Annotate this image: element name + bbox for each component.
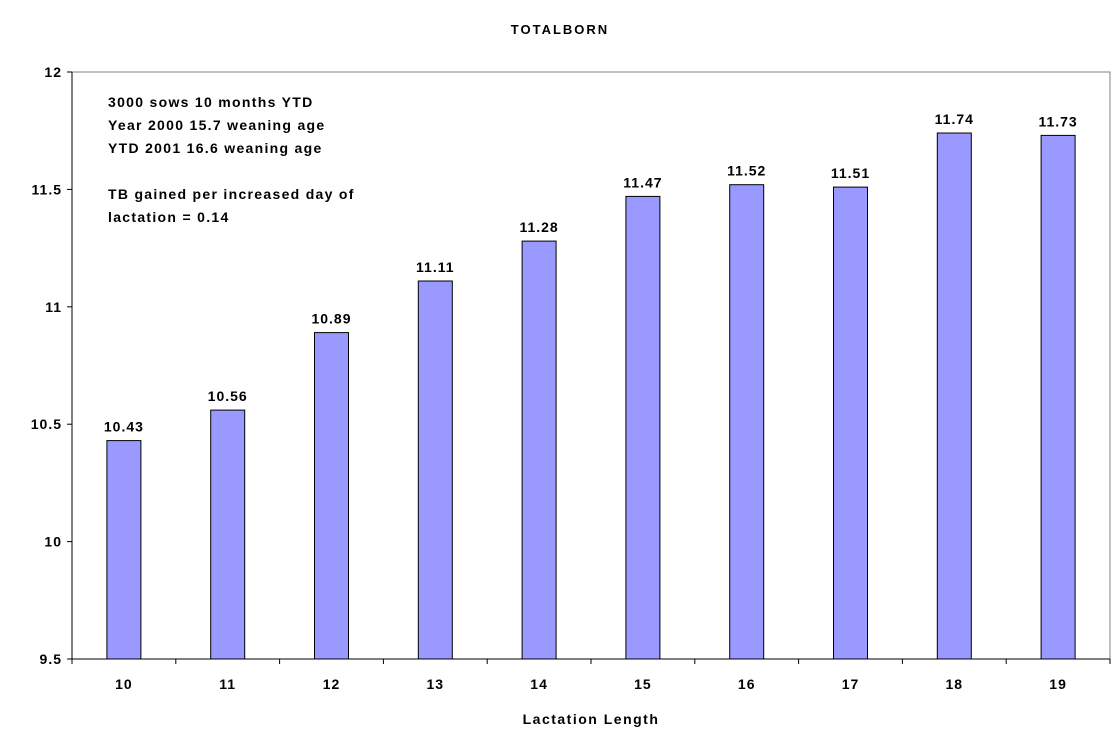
x-tick-label-11: 11	[219, 676, 236, 692]
data-label-16: 11.52	[727, 163, 766, 179]
y-axis: 9.5 10 10.5 11 11.5 12	[31, 64, 73, 667]
data-labels-group: 10.43 10.56 10.89 11.11 11.28 11.47 11.52 11.51…	[104, 111, 1077, 435]
annotation-line: 3000 sows 10 months YTD	[108, 94, 314, 110]
bar-11	[210, 409, 246, 660]
y-tick-label: 10.5	[31, 416, 62, 432]
x-tick-label-17: 17	[842, 676, 860, 692]
bars-group	[106, 132, 1076, 660]
bar-17	[833, 186, 868, 660]
annotation-line: YTD 2001 16.6 weaning age	[108, 140, 323, 156]
annotation-line: Year 2000 15.7 weaning age	[108, 117, 325, 133]
bar-18	[936, 132, 972, 660]
data-label-19: 11.73	[1038, 113, 1077, 129]
annotation-line: TB gained per increased day of	[108, 186, 355, 202]
y-tick-label: 10	[44, 534, 62, 550]
x-tick-label-10: 10	[115, 676, 133, 692]
x-tick-label-18: 18	[946, 676, 964, 692]
x-axis: 10 11 12 13 14 15 16 17 18 19	[71, 658, 1111, 692]
data-label-11: 10.56	[208, 388, 248, 404]
data-label-12: 10.89	[311, 311, 351, 327]
bar-13	[417, 280, 453, 660]
annotation-line: lactation = 0.14	[108, 209, 230, 225]
data-label-18: 11.74	[935, 111, 974, 127]
y-tick-label: 11	[45, 299, 62, 315]
y-tick-label: 11.5	[32, 181, 62, 197]
x-tick-label-12: 12	[323, 676, 341, 692]
bar-19	[1040, 134, 1076, 660]
data-label-17: 11.51	[831, 165, 870, 181]
x-tick-label-14: 14	[530, 676, 548, 692]
x-tick-label-13: 13	[427, 676, 445, 692]
bar-15	[625, 195, 661, 660]
annotation-text: 3000 sows 10 months YTD Year 2000 15.7 we…	[108, 94, 355, 225]
bar-10	[106, 440, 142, 660]
data-label-15: 11.47	[623, 174, 662, 190]
data-label-10: 10.43	[104, 419, 144, 435]
chart-title: TOTALBORN	[511, 22, 609, 37]
bar-14	[521, 240, 557, 660]
x-tick-label-15: 15	[634, 676, 652, 692]
y-tick-label: 12	[44, 64, 62, 80]
y-tick-label: 9.5	[40, 651, 62, 667]
data-label-13: 11.11	[416, 259, 455, 275]
bar-12	[314, 332, 349, 660]
x-tick-label-16: 16	[738, 676, 756, 692]
x-tick-label-19: 19	[1049, 676, 1067, 692]
bar-16	[729, 184, 765, 660]
x-axis-title: Lactation Length	[523, 711, 660, 727]
data-label-14: 11.28	[519, 219, 558, 235]
